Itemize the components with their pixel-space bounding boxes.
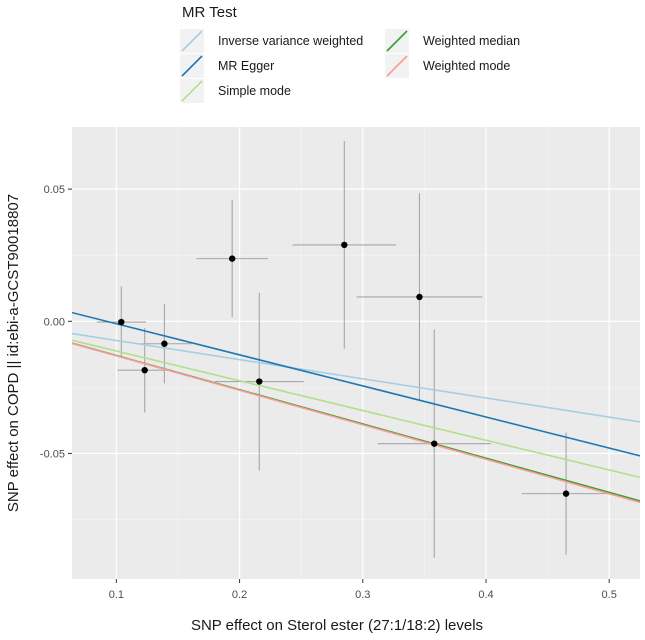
legend-label: MR Egger bbox=[218, 59, 274, 73]
legend-label: Weighted mode bbox=[423, 59, 510, 73]
regression-line-simple-mode bbox=[72, 339, 640, 479]
legend-label: Inverse variance weighted bbox=[218, 34, 363, 48]
legend-key bbox=[180, 79, 204, 103]
legend: MR Test Inverse variance weighted MR Egge… bbox=[180, 4, 520, 103]
regression-line-mr-egger bbox=[72, 311, 640, 457]
legend-title: MR Test bbox=[182, 4, 238, 21]
data-point bbox=[562, 490, 570, 497]
x-tick-label: 0.4 bbox=[478, 589, 493, 601]
data-point bbox=[141, 366, 148, 374]
legend-key bbox=[385, 29, 409, 53]
y-tick-label: -0.05 bbox=[40, 448, 65, 460]
regression-line-inverse-variance-weighted bbox=[72, 332, 640, 423]
data-point bbox=[228, 255, 236, 262]
data-point bbox=[118, 318, 125, 326]
legend-label: Weighted median bbox=[423, 34, 520, 48]
data-point bbox=[341, 241, 348, 249]
data-point bbox=[416, 293, 423, 301]
legend-label: Simple mode bbox=[218, 84, 291, 98]
data-point bbox=[256, 378, 263, 385]
legend-key bbox=[180, 29, 204, 53]
data-point bbox=[161, 340, 168, 347]
y-axis-title: SNP effect on COPD || id:ebi-a-GCST90018… bbox=[5, 194, 22, 512]
x-axis-title: SNP effect on Sterol ester (27:1/18:2) l… bbox=[191, 617, 483, 634]
plot-panel bbox=[72, 127, 640, 579]
legend-key bbox=[385, 54, 409, 78]
x-tick-label: 0.1 bbox=[109, 589, 124, 601]
y-tick-label: 0.00 bbox=[44, 316, 65, 328]
data-point bbox=[431, 440, 438, 447]
regression-line-weighted-mode bbox=[72, 342, 640, 504]
legend-key bbox=[180, 54, 204, 78]
x-tick-label: 0.3 bbox=[355, 589, 370, 601]
y-tick-label: 0.05 bbox=[44, 184, 65, 196]
x-tick-label: 0.2 bbox=[232, 589, 247, 601]
x-tick-label: 0.5 bbox=[602, 589, 617, 601]
